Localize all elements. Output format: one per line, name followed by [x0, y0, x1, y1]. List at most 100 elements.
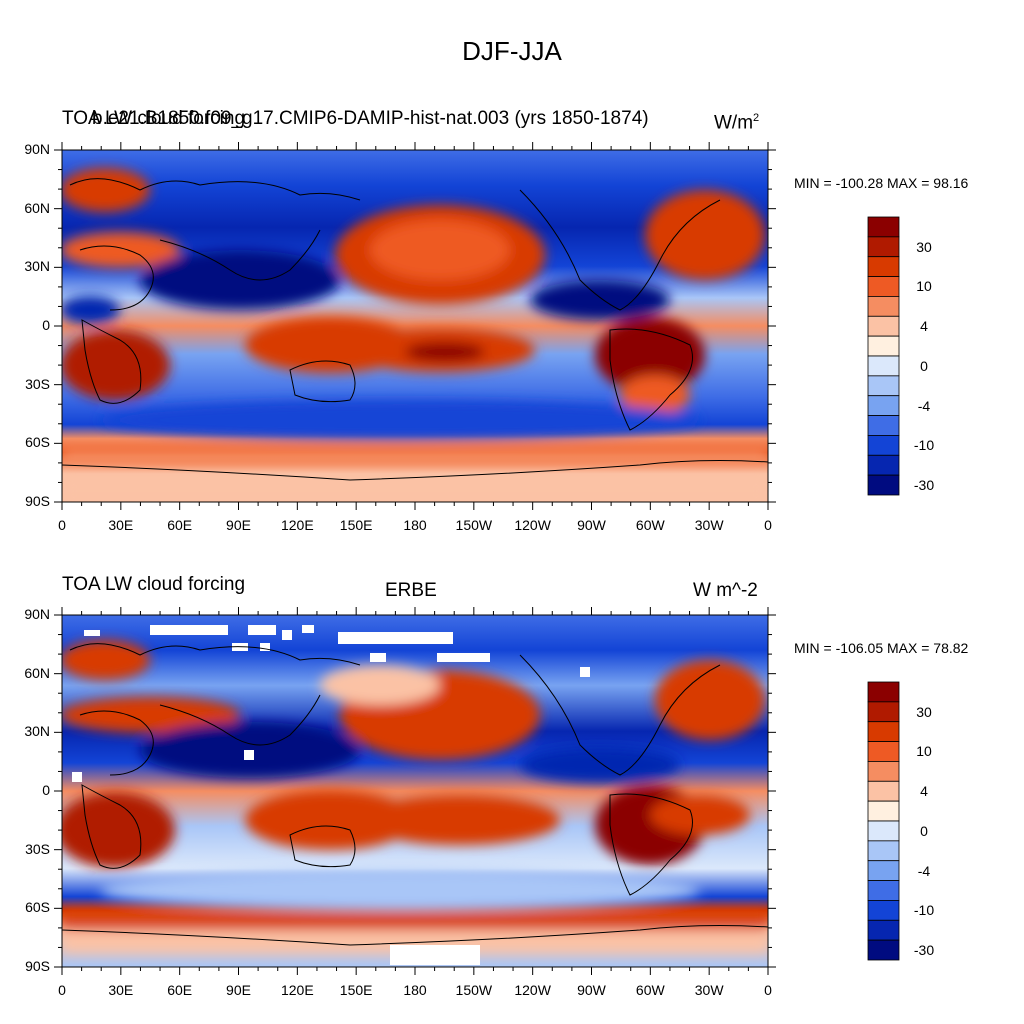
panel2-lat-label: 90S: [25, 958, 50, 974]
panel2-colorbar-box: [867, 840, 900, 862]
panel1-colorbar-box: [867, 335, 900, 357]
panel1-colorbar-box: [867, 276, 900, 297]
panel1-lon-label: 120E: [280, 517, 314, 533]
panel2-colorbar-box: [867, 681, 900, 703]
panel1-colorbar-box: [867, 216, 900, 238]
panel1-center-title: b.e21.B1850.f09_g17.CMIP6-DAMIP-hist-nat…: [92, 108, 649, 129]
panel2-lon-label: 150W: [455, 982, 493, 998]
panel1-colorbar-box: [867, 474, 900, 496]
panel1-units: W/m2: [714, 112, 759, 134]
panel2-missing-data: [72, 625, 590, 965]
panel2-lon-label: 90E: [226, 982, 251, 998]
panel1-colorbar-label: -30: [913, 477, 935, 493]
panel2-lon-label: 120E: [280, 982, 314, 998]
panel2-lon-label: 30E: [108, 982, 134, 998]
panel1-lon-label: 150E: [339, 517, 373, 533]
panel2-colorbar-box: [867, 820, 900, 842]
panel1-lon-label: 120W: [514, 517, 551, 533]
panel1-lon-label: 60E: [167, 517, 193, 533]
panel1-left-title: TOA LW cloud forcing: [62, 108, 246, 129]
panel1-lon-label: 90W: [577, 517, 606, 533]
panel2-units-text: W m^-2: [693, 580, 758, 601]
panel1-colorbar-box: [867, 454, 900, 476]
panel2-lat-label: 0: [42, 782, 50, 798]
panel1-colorbar-box: [867, 355, 900, 377]
panel2-units: W m^-2: [693, 580, 758, 602]
panel1-colorbar-box: [867, 395, 900, 416]
panel2-lon-label: 60E: [167, 982, 193, 998]
panel2-colorbar-box: [867, 860, 900, 881]
panel2-colorbar-label: -4: [917, 862, 931, 879]
panel1-map: [62, 150, 768, 502]
panel1-units-sup: 2: [753, 112, 760, 124]
figure-title: DJF-JJA: [462, 36, 562, 66]
panel2-colorbar-box: [867, 800, 900, 822]
panel2-colorbar-label: 10: [916, 743, 932, 760]
panel1-lon-label: 180: [403, 517, 427, 533]
panel2-lon-label: 60W: [635, 982, 665, 998]
panel2-colorbar-box: [867, 780, 900, 802]
panel2-colorbar-box: [867, 761, 900, 782]
panel2-colorbar-label: 4: [920, 783, 928, 800]
panel2-lon-label: 180: [403, 982, 427, 998]
panel2-lat-label: 90N: [24, 606, 50, 622]
panel1-anomaly-field: [62, 168, 768, 502]
panel1-lat-label: 0: [42, 317, 50, 333]
panel1-lat-label: 30S: [25, 375, 50, 392]
panel2-colorbar-box: [867, 939, 900, 961]
panel2-lat-label: 30S: [25, 840, 50, 857]
panel1-colorbar-label: -10: [913, 437, 935, 454]
panel1-colorbar-box: [867, 415, 900, 436]
panel1-colorbar-box: [867, 375, 900, 397]
panel1-lon-label: 90E: [226, 517, 251, 533]
panel2-colorbar-box: [867, 919, 900, 941]
panel2-lat-label: 30N: [24, 723, 50, 740]
panel2-map: [62, 615, 768, 967]
panel2-lat-label: 60N: [24, 664, 50, 681]
panel2-colorbar-box: [867, 741, 900, 762]
panel1-min-max: MIN = -100.28 MAX = 98.16: [794, 175, 969, 191]
panel1-lon-label: 0: [764, 517, 772, 533]
panel1-lon-label: 30E: [108, 517, 134, 533]
panel1-lat-label: 90S: [25, 493, 50, 509]
panel1-coastlines: [62, 178, 768, 481]
panel2-colorbar-label: -10: [913, 902, 935, 919]
panel2-lon-label: 120W: [514, 982, 551, 998]
panel2-colorbar-box: [867, 701, 900, 723]
panel2-colorbar-label: 30: [916, 703, 932, 720]
panel2-left-title: TOA LW cloud forcing: [62, 574, 246, 595]
panel2-lat-label: 60S: [25, 899, 50, 916]
panel1-colorbar-label: 0: [920, 357, 928, 374]
panel1-colorbar-box: [867, 296, 900, 317]
axis-ticks: [54, 142, 776, 975]
panel1-colorbar-label: 30: [916, 238, 932, 255]
panel1-lat-label: 30N: [24, 258, 50, 275]
panel2-lon-label: 90W: [577, 982, 606, 998]
panel2-lon-label: 30W: [694, 982, 724, 998]
panel1-lon-label: 30W: [694, 517, 724, 533]
panel1-lat-label: 60N: [24, 199, 50, 216]
panel1-colorbar-box: [867, 236, 900, 258]
panel1-units-text: W/m: [714, 112, 754, 134]
panel1-colorbar: [867, 216, 900, 496]
panel1-lat-label: 60S: [25, 434, 50, 451]
panel2-colorbar-box: [867, 900, 900, 921]
panel1-colorbar-box: [867, 256, 900, 277]
panel2-colorbar-label: -30: [913, 942, 935, 958]
panel1-colorbar-box: [867, 315, 900, 337]
panel1-lon-label: 150W: [455, 517, 493, 533]
panel2-colorbar-box: [867, 880, 900, 901]
panel1-colorbar-box: [867, 435, 900, 456]
panel2-colorbar: [867, 681, 900, 961]
panel2-lon-label: 150E: [339, 982, 373, 998]
panel2-lon-label: 0: [58, 982, 66, 998]
panel2-colorbar-box: [867, 721, 900, 742]
panel1-lon-label: 0: [58, 517, 66, 533]
panel1-colorbar-label: 10: [916, 278, 932, 295]
panel2-colorbar-label: 0: [920, 822, 928, 839]
panel1-lon-label: 60W: [635, 517, 665, 533]
panel2-coastlines: [62, 643, 768, 946]
panel2-min-max: MIN = -106.05 MAX = 78.82: [794, 640, 969, 656]
panel1-lat-label: 90N: [24, 141, 50, 157]
